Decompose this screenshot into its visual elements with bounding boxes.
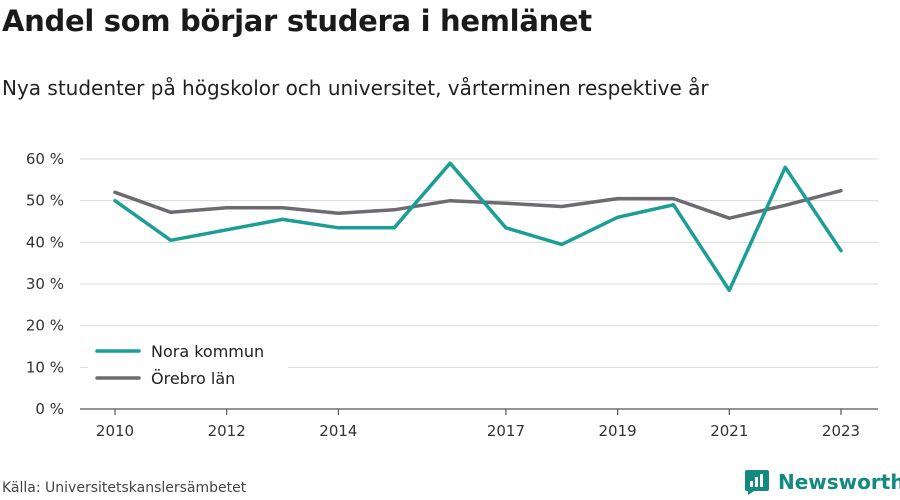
legend-box (88, 338, 288, 394)
legend-label: Nora kommun (151, 342, 264, 361)
series-line-nora-kommun (113, 161, 843, 293)
y-tick-label: 40 % (26, 233, 64, 251)
y-tick-label: 0 % (35, 400, 64, 418)
y-tick-label: 10 % (26, 358, 64, 376)
y-tick-label: 20 % (26, 317, 64, 335)
x-tick-label: 2019 (599, 422, 637, 440)
brand-name: Newsworthy (778, 470, 900, 494)
legend-label: Örebro län (151, 369, 235, 388)
source-note: Källa: Universitetskanslersämbetet (2, 480, 247, 496)
chart-subtitle: Nya studenter på högskolor och universit… (2, 76, 709, 100)
y-tick-label: 30 % (26, 275, 64, 293)
x-tick-label: 2012 (208, 422, 246, 440)
chart-title: Andel som börjar studera i hemlänet (2, 4, 592, 38)
x-tick-label: 2017 (487, 422, 525, 440)
x-tick-label: 2023 (822, 422, 860, 440)
x-tick-label: 2010 (96, 422, 134, 440)
y-tick-label: 50 % (26, 192, 64, 210)
series-line-orebro-lan (113, 188, 843, 220)
x-tick-label: 2021 (710, 422, 748, 440)
y-tick-label: 60 % (26, 150, 64, 168)
brand-logo[interactable]: Newsworthy (744, 468, 900, 496)
newsworthy-logo-icon (745, 470, 769, 495)
x-tick-label: 2014 (319, 422, 357, 440)
